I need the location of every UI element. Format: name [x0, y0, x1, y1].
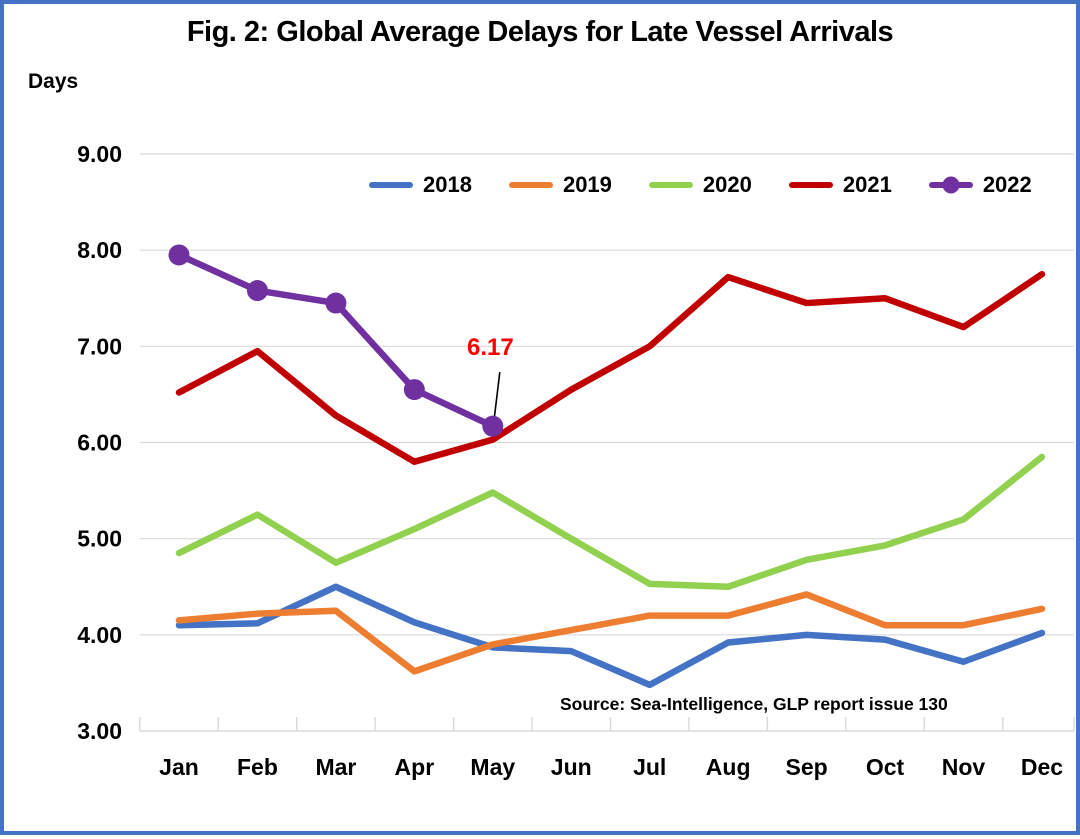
line-chart: 3.00 4.00 5.00 6.00 7.00 8.00 9.00 Jan Feb Mar Apr… [77, 141, 1075, 780]
marker-2022 [403, 379, 425, 401]
y-tick-label: 4.00 [77, 622, 122, 648]
series-line-2020 [175, 453, 1046, 590]
x-tick-label: Jan [159, 754, 199, 780]
y-tick-label: 7.00 [77, 333, 122, 359]
legend-label: 2018 [423, 172, 472, 197]
x-tick-label: Feb [237, 754, 278, 780]
series-line-2018 [175, 583, 1046, 689]
legend-swatch-icon [788, 182, 833, 188]
legend-label: 2020 [702, 172, 752, 197]
legend-swatch-icon [928, 176, 973, 194]
legend-label: 2022 [982, 172, 1032, 197]
legend: 2018 2019 2020 2021 2022 [368, 174, 1032, 196]
marker-2022 [325, 292, 347, 314]
marker-2022 [246, 280, 268, 302]
series-line-2021 [175, 270, 1046, 465]
legend-item-2021: 2021 [788, 174, 892, 196]
x-tick-label: Mar [315, 754, 356, 780]
legend-item-2019: 2019 [508, 174, 612, 196]
legend-swatch-icon [508, 182, 553, 188]
legend-label: 2021 [842, 172, 892, 197]
marker-2022 [168, 244, 190, 266]
x-tick-label: Jul [633, 754, 666, 780]
legend-swatch-icon [648, 182, 693, 188]
y-tick-label: 9.00 [77, 141, 122, 167]
y-tick-label: 5.00 [77, 526, 122, 552]
chart-title: Fig. 2: Global Average Delays for Late V… [186, 16, 894, 48]
series-line-2019 [175, 591, 1046, 675]
marker-2022 [482, 415, 504, 437]
legend-item-2018: 2018 [368, 174, 472, 196]
legend-item-2020: 2020 [648, 174, 752, 196]
y-tick-label: 8.00 [77, 237, 122, 263]
series-line-2022 [175, 251, 497, 430]
annotation-leader-line [493, 372, 501, 423]
x-tick-label: Oct [866, 754, 905, 780]
x-tick-label: Jun [551, 754, 592, 780]
y-axis-title: Days [28, 70, 79, 93]
legend-label: 2019 [562, 172, 612, 197]
legend-swatch-icon [369, 182, 413, 188]
source-note: Source: Sea-Intelligence, GLP report iss… [560, 694, 948, 714]
x-tick-label: Sep [786, 754, 828, 780]
y-tick-label: 3.00 [77, 718, 122, 744]
legend-item-2022: 2022 [928, 174, 1032, 196]
x-tick-label: Apr [395, 754, 435, 780]
x-tick-label: Dec [1021, 754, 1063, 780]
x-tick-label: May [470, 754, 515, 780]
x-tick-label: Nov [942, 754, 986, 780]
x-tick-label: Aug [706, 754, 751, 780]
y-tick-label: 6.00 [77, 430, 122, 456]
annotation-label: 6.17 [467, 334, 514, 361]
